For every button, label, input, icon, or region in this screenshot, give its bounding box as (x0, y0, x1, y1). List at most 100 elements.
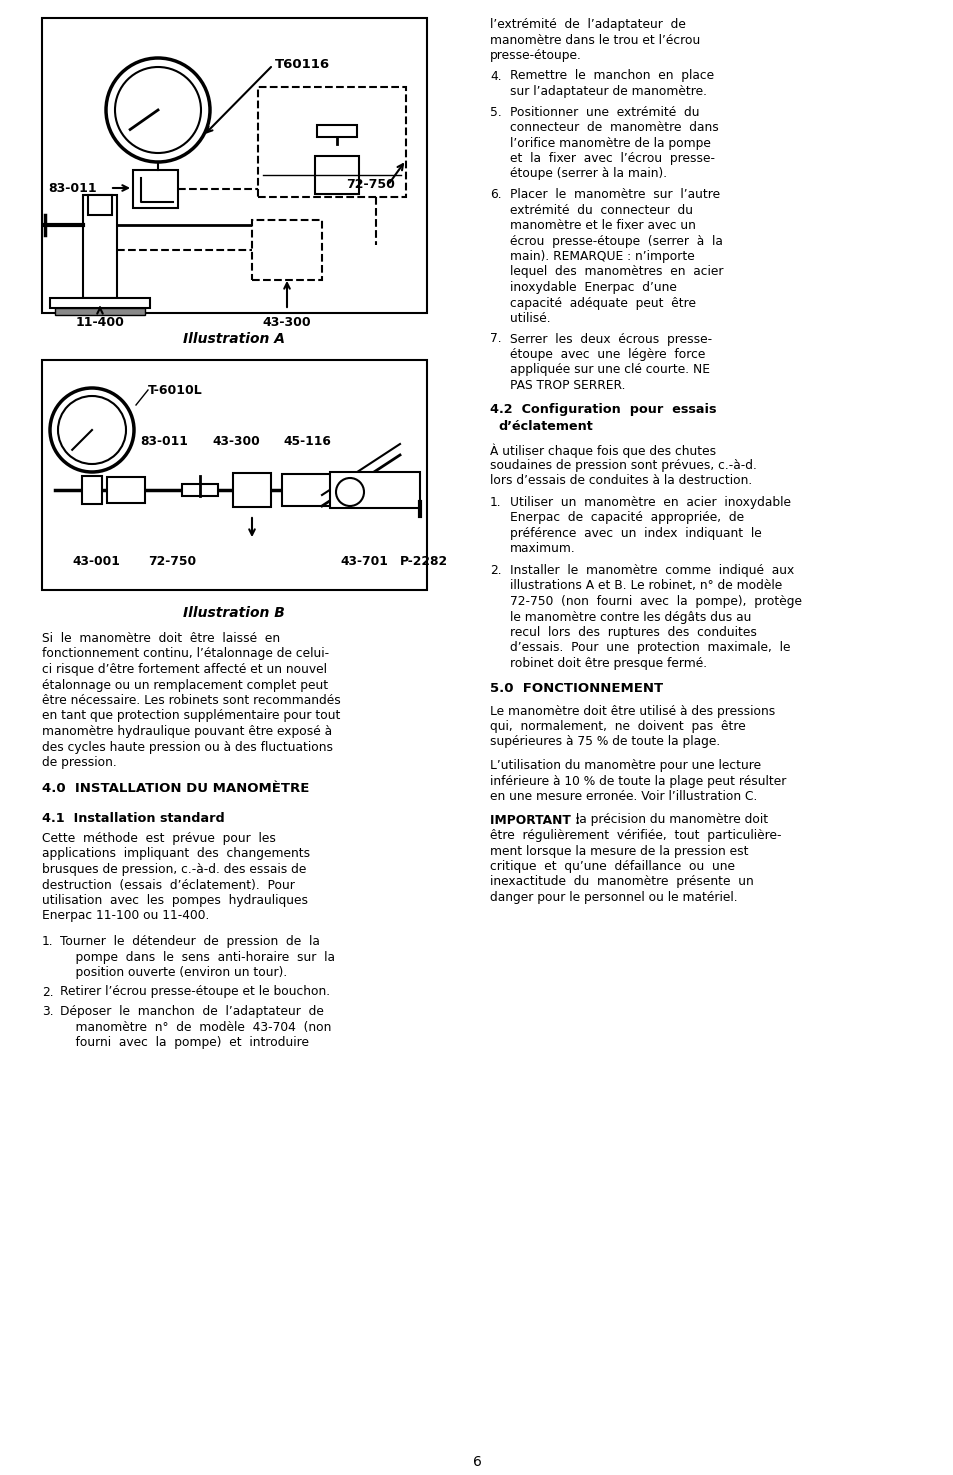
Text: manomètre dans le trou et l’écrou: manomètre dans le trou et l’écrou (490, 34, 700, 47)
Text: être  régulièrement  vérifiée,  tout  particulière-: être régulièrement vérifiée, tout partic… (490, 829, 781, 842)
Text: Illustration B: Illustration B (183, 606, 285, 619)
Text: 4.: 4. (490, 69, 501, 83)
Text: Positionner  une  extrémité  du: Positionner une extrémité du (510, 106, 699, 118)
Text: 6.: 6. (490, 187, 501, 201)
Text: utilisé.: utilisé. (510, 313, 550, 324)
Bar (88, 195, 112, 215)
Text: À utiliser chaque fois que des chutes: À utiliser chaque fois que des chutes (490, 444, 716, 459)
Text: 2.: 2. (42, 985, 53, 999)
Text: 5.: 5. (490, 106, 501, 118)
Text: 7.: 7. (490, 332, 501, 345)
Text: en une mesure erronée. Voir l’illustration C.: en une mesure erronée. Voir l’illustrati… (490, 791, 757, 802)
Text: des cycles haute pression ou à des fluctuations: des cycles haute pression ou à des fluct… (42, 740, 333, 754)
Text: de pression.: de pression. (42, 757, 116, 768)
Text: 43-300: 43-300 (212, 435, 259, 448)
Text: 83-011: 83-011 (140, 435, 188, 448)
Text: 4.0  INSTALLATION DU MANOMÈTRE: 4.0 INSTALLATION DU MANOMÈTRE (42, 782, 309, 795)
Text: 72-750  (non  fourni  avec  la  pompe),  protège: 72-750 (non fourni avec la pompe), protè… (510, 594, 801, 608)
Text: destruction  (essais  d’éclatement).  Pour: destruction (essais d’éclatement). Pour (42, 879, 294, 891)
Text: Serrer  les  deux  écrous  presse-: Serrer les deux écrous presse- (510, 332, 711, 345)
Text: Installer  le  manomètre  comme  indiqué  aux: Installer le manomètre comme indiqué aux (510, 563, 794, 577)
Text: Si  le  manomètre  doit  être  laissé  en: Si le manomètre doit être laissé en (42, 631, 280, 645)
Text: 4.1  Installation standard: 4.1 Installation standard (42, 813, 225, 825)
Text: Le manomètre doit être utilisé à des pressions: Le manomètre doit être utilisé à des pre… (490, 705, 775, 717)
Text: 3.: 3. (42, 1004, 53, 1018)
Text: T-6010L: T-6010L (148, 384, 203, 397)
Text: L’utilisation du manomètre pour une lecture: L’utilisation du manomètre pour une lect… (490, 760, 760, 771)
Text: Cette  méthode  est  prévue  pour  les: Cette méthode est prévue pour les (42, 832, 275, 845)
Text: 1.: 1. (42, 935, 53, 948)
Bar (42, 360, 427, 590)
Text: préférence  avec  un  index  indiquant  le: préférence avec un index indiquant le (510, 527, 760, 540)
Bar (314, 156, 358, 195)
Text: 11-400: 11-400 (75, 316, 124, 329)
Bar (330, 472, 419, 507)
Text: d’essais.  Pour  une  protection  maximale,  le: d’essais. Pour une protection maximale, … (510, 642, 790, 655)
Text: qui,  normalement,  ne  doivent  pas  être: qui, normalement, ne doivent pas être (490, 720, 745, 733)
Text: Illustration A: Illustration A (183, 332, 285, 347)
Text: manomètre et le fixer avec un: manomètre et le fixer avec un (510, 218, 695, 232)
Text: inférieure à 10 % de toute la plage peut résulter: inférieure à 10 % de toute la plage peut… (490, 774, 785, 788)
Text: d’éclatement: d’éclatement (497, 420, 592, 434)
Text: soudaines de pression sont prévues, c.-à-d.: soudaines de pression sont prévues, c.-à… (490, 459, 756, 472)
Text: connecteur  de  manomètre  dans: connecteur de manomètre dans (510, 121, 718, 134)
Text: fonctionnement continu, l’étalonnage de celui-: fonctionnement continu, l’étalonnage de … (42, 648, 329, 661)
Text: 6: 6 (472, 1454, 481, 1469)
Text: IMPORTANT :: IMPORTANT : (490, 814, 579, 826)
Bar (50, 298, 150, 308)
Bar (82, 476, 102, 504)
Text: 83-011: 83-011 (48, 181, 96, 195)
Text: Remettre  le  manchon  en  place: Remettre le manchon en place (510, 69, 714, 83)
Bar (257, 87, 406, 198)
Text: ment lorsque la mesure de la pression est: ment lorsque la mesure de la pression es… (490, 845, 748, 857)
Text: recul  lors  des  ruptures  des  conduites: recul lors des ruptures des conduites (510, 625, 756, 639)
Bar (252, 220, 322, 280)
Text: maximum.: maximum. (510, 543, 576, 556)
Text: danger pour le personnel ou le matériel.: danger pour le personnel ou le matériel. (490, 891, 737, 904)
Text: capacité  adéquate  peut  être: capacité adéquate peut être (510, 296, 696, 310)
Text: 2.: 2. (490, 563, 501, 577)
Bar (316, 125, 356, 137)
Text: ci risque d’être fortement affecté et un nouvel: ci risque d’être fortement affecté et un… (42, 662, 327, 676)
Text: 72-750: 72-750 (346, 178, 395, 192)
Text: manomètre hydraulique pouvant être exposé à: manomètre hydraulique pouvant être expos… (42, 726, 332, 738)
Text: Utiliser  un  manomètre  en  acier  inoxydable: Utiliser un manomètre en acier inoxydabl… (510, 496, 790, 509)
Bar (42, 18, 427, 313)
Text: P-2282: P-2282 (399, 555, 448, 568)
Text: 1.: 1. (490, 496, 501, 509)
Text: Tourner  le  détendeur  de  pression  de  la: Tourner le détendeur de pression de la (60, 935, 319, 948)
Text: la précision du manomètre doit: la précision du manomètre doit (572, 814, 767, 826)
Text: 72-750: 72-750 (148, 555, 196, 568)
Text: 43-701: 43-701 (339, 555, 388, 568)
Text: être nécessaire. Les robinets sont recommandés: être nécessaire. Les robinets sont recom… (42, 695, 340, 707)
Text: robinet doit être presque fermé.: robinet doit être presque fermé. (510, 656, 706, 670)
Text: étalonnage ou un remplacement complet peut: étalonnage ou un remplacement complet pe… (42, 678, 328, 692)
Text: Retirer l’écrou presse-étoupe et le bouchon.: Retirer l’écrou presse-étoupe et le bouc… (60, 985, 330, 999)
Text: manomètre  n°  de  modèle  43-704  (non: manomètre n° de modèle 43-704 (non (60, 1021, 331, 1034)
Text: sur l’adaptateur de manomètre.: sur l’adaptateur de manomètre. (510, 86, 706, 97)
Text: T60116: T60116 (274, 59, 330, 71)
Text: Déposer  le  manchon  de  l’adaptateur  de: Déposer le manchon de l’adaptateur de (60, 1004, 323, 1018)
Text: lequel  des  manomètres  en  acier: lequel des manomètres en acier (510, 266, 722, 279)
Text: 4.2  Configuration  pour  essais: 4.2 Configuration pour essais (490, 404, 716, 416)
Bar (83, 195, 117, 298)
Text: 43-300: 43-300 (262, 316, 311, 329)
Text: position ouverte (environ un tour).: position ouverte (environ un tour). (60, 966, 287, 979)
Bar (182, 484, 218, 496)
Text: critique  et  qu’une  défaillance  ou  une: critique et qu’une défaillance ou une (490, 860, 734, 873)
Text: étoupe  avec  une  légère  force: étoupe avec une légère force (510, 348, 704, 361)
Bar (233, 473, 271, 507)
Text: brusques de pression, c.-à-d. des essais de: brusques de pression, c.-à-d. des essais… (42, 863, 306, 876)
Text: inexactitude  du  manomètre  présente  un: inexactitude du manomètre présente un (490, 876, 753, 888)
Text: Enerpac  de  capacité  appropriée,  de: Enerpac de capacité appropriée, de (510, 512, 743, 525)
Text: inoxydable  Enerpac  d’une: inoxydable Enerpac d’une (510, 282, 677, 294)
Text: et  la  fixer  avec  l’écrou  presse-: et la fixer avec l’écrou presse- (510, 152, 714, 165)
Bar (107, 476, 145, 503)
Text: 43-001: 43-001 (71, 555, 120, 568)
Text: 45-116: 45-116 (283, 435, 331, 448)
Bar (282, 473, 361, 506)
Text: applications  impliquant  des  changements: applications impliquant des changements (42, 848, 310, 860)
Text: étoupe (serrer à la main).: étoupe (serrer à la main). (510, 168, 666, 180)
Text: l’extrémité  de  l’adaptateur  de: l’extrémité de l’adaptateur de (490, 18, 685, 31)
Bar (132, 170, 178, 208)
